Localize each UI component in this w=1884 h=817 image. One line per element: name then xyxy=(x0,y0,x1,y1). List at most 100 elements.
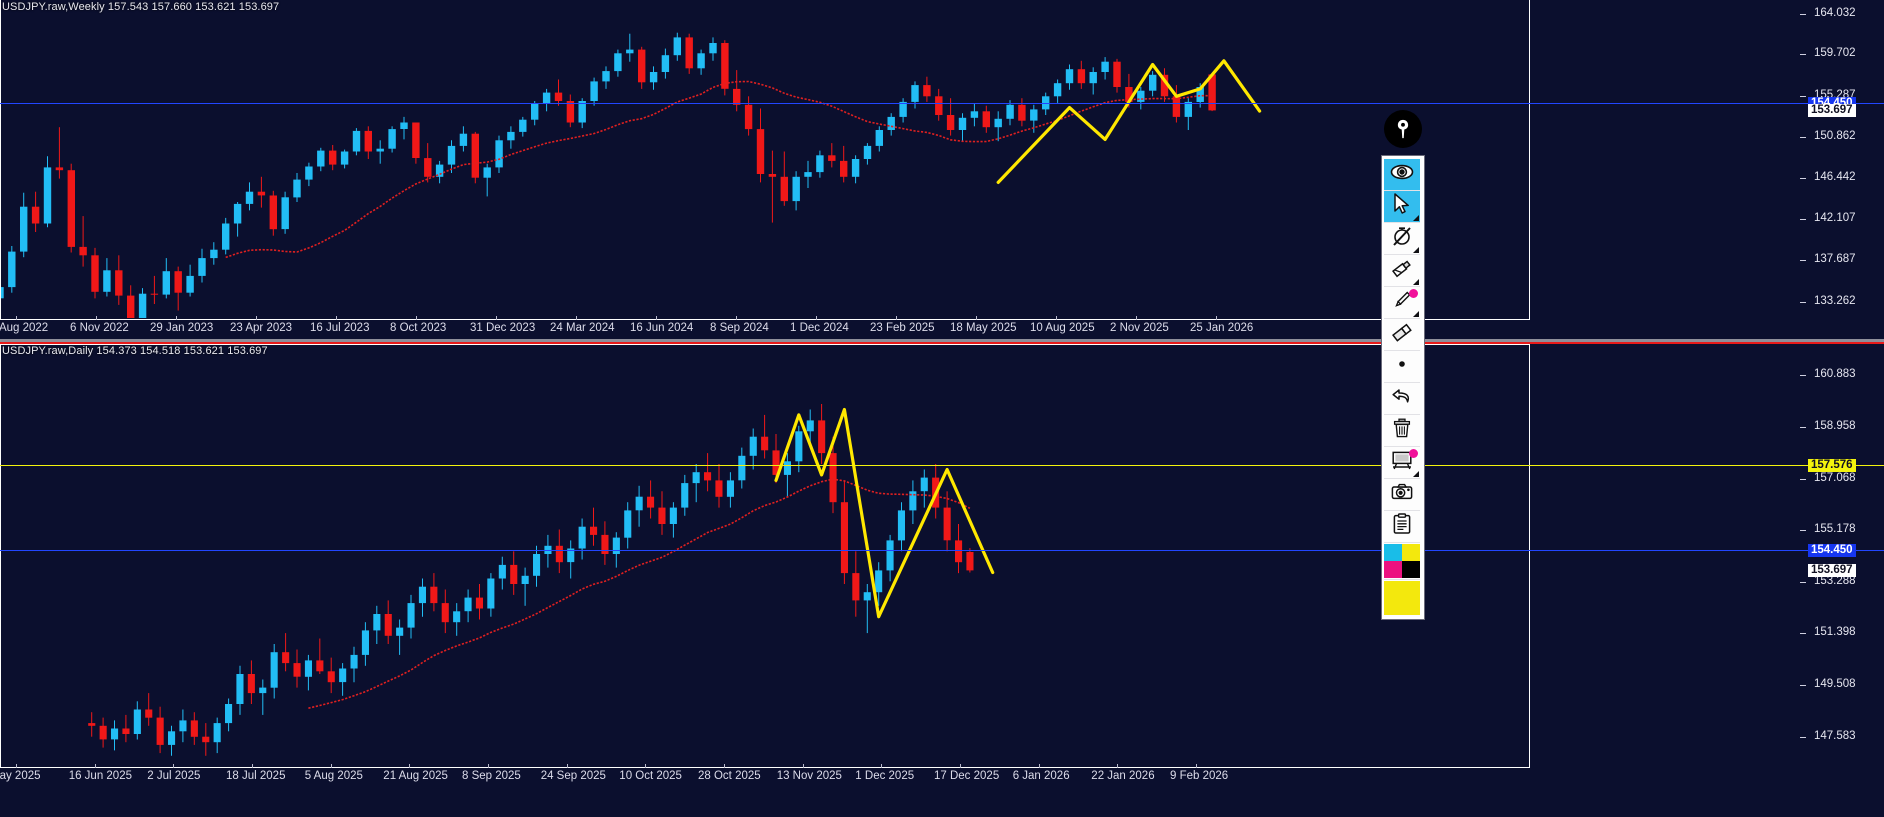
clipboard-tool[interactable] xyxy=(1384,511,1420,543)
tool-strip[interactable] xyxy=(1382,156,1424,619)
time-tick-label: 22 Jan 2026 xyxy=(1091,770,1155,782)
time-tick-label: 24 Mar 2024 xyxy=(550,322,615,334)
time-tick xyxy=(656,316,657,320)
time-tick-label: 29 Jan 2023 xyxy=(150,322,214,334)
time-tick-label: 25 Jan 2026 xyxy=(1190,322,1254,334)
active-indicator-dot xyxy=(1409,449,1418,458)
cursor-arrow-icon xyxy=(1390,192,1414,221)
palette-swatch-0[interactable] xyxy=(1384,544,1402,561)
dot-icon xyxy=(1390,352,1414,381)
marker-tool[interactable] xyxy=(1384,255,1420,287)
time-tick xyxy=(976,316,977,320)
ask-price-badge[interactable]: 154.450 xyxy=(1808,543,1856,557)
time-tick xyxy=(488,764,489,768)
pen-nib-icon xyxy=(1397,119,1409,139)
screenshot-tool[interactable] xyxy=(1384,479,1420,511)
time-tick-label: 24 Sep 2025 xyxy=(540,770,606,782)
bid-price-badge[interactable]: 153.697 xyxy=(1808,564,1856,578)
price-tick xyxy=(1800,374,1806,376)
price-tick xyxy=(1800,178,1806,180)
price-tick xyxy=(1800,13,1806,15)
time-tick xyxy=(736,316,737,320)
pencil-icon xyxy=(1390,288,1414,317)
daily-plot-area[interactable] xyxy=(0,344,1528,764)
price-tick xyxy=(1800,136,1806,138)
price-tick-label: 142.107 xyxy=(1814,211,1856,224)
daily-price-axis[interactable]: 160.883 158.958 157.068 155.178 153.288 151.3… xyxy=(1800,344,1884,817)
time-tick xyxy=(176,316,177,320)
clipboard-icon xyxy=(1390,512,1414,541)
time-tick-label: 5 Aug 2025 xyxy=(304,770,363,782)
eye-icon xyxy=(1390,160,1414,189)
select-cursor-tool[interactable] xyxy=(1384,191,1420,223)
undo-arrow-icon xyxy=(1390,384,1414,413)
price-tick-label: 149.508 xyxy=(1814,677,1856,690)
time-tick-label: May 2025 xyxy=(0,770,41,782)
time-tick-label: 21 Aug 2025 xyxy=(383,770,448,782)
eraser-tool[interactable] xyxy=(1384,319,1420,351)
weekly-price-axis[interactable]: 164.032 159.702 155.287 150.862 146.442 142.1… xyxy=(1800,0,1884,340)
price-tick xyxy=(1800,427,1806,428)
daily-chart-pane[interactable]: USDJPY.raw,Daily 154.373 154.518 153.621… xyxy=(0,344,1884,817)
marker-icon xyxy=(1390,256,1414,285)
time-tick-label: 31 Dec 2023 xyxy=(470,322,536,334)
time-tick xyxy=(1038,764,1040,768)
price-tick xyxy=(1800,684,1806,686)
daily-time-axis[interactable]: May 2025 16 Jun 2025 2 Jul 2025 18 Jul 2025… xyxy=(0,764,1528,790)
time-tick-label: 6 Nov 2022 xyxy=(70,322,129,334)
palette-swatch-1[interactable] xyxy=(1402,544,1420,561)
whiteboard-tool[interactable] xyxy=(1384,447,1420,479)
time-tick-label: 10 Oct 2025 xyxy=(619,770,682,782)
objective-price-badge[interactable]: 157.576 xyxy=(1808,458,1856,472)
submenu-corner-icon xyxy=(1413,471,1419,477)
time-tick-label: 8 Sep 2025 xyxy=(462,770,521,782)
time-tick-label: 16 Jun 2025 xyxy=(68,770,132,782)
time-tick xyxy=(409,764,411,768)
eraser-icon xyxy=(1390,320,1414,349)
color-palette-swatches[interactable] xyxy=(1384,543,1420,580)
time-tick xyxy=(1196,764,1197,768)
visibility-eye-tool[interactable] xyxy=(1384,159,1420,191)
palette-swatch-2[interactable] xyxy=(1384,561,1402,578)
time-tick-label: 2 Jul 2025 xyxy=(147,770,201,782)
time-tick xyxy=(1216,316,1217,320)
time-tick xyxy=(1056,316,1057,320)
undo-tool[interactable] xyxy=(1384,383,1420,415)
time-tick xyxy=(896,316,897,320)
time-tick-label: 23 Feb 2025 xyxy=(870,322,935,334)
price-tick xyxy=(1800,478,1806,480)
time-tick-label: 28 Oct 2025 xyxy=(698,770,761,782)
weekly-time-axis[interactable]: 9 Aug 2022 6 Nov 2022 29 Jan 2023 23 Apr 20… xyxy=(0,316,1528,340)
crosshair-off-tool[interactable] xyxy=(1384,223,1420,255)
dot-tool[interactable] xyxy=(1384,351,1420,383)
weekly-chart-pane[interactable]: USDJPY.raw,Weekly 157.543 157.660 153.62… xyxy=(0,0,1884,340)
time-tick-label: 8 Sep 2024 xyxy=(710,322,769,334)
time-tick xyxy=(576,316,577,320)
bid-price-badge[interactable]: 153.697 xyxy=(1808,104,1856,118)
pencil-tool[interactable] xyxy=(1384,287,1420,319)
price-tick-label: 158.958 xyxy=(1814,420,1856,432)
price-tick-label: 155.178 xyxy=(1814,523,1856,536)
price-tick xyxy=(1800,581,1806,583)
camera-icon xyxy=(1390,480,1414,509)
time-tick-label: 18 May 2025 xyxy=(950,322,1017,334)
price-tick xyxy=(1800,218,1806,220)
palette-swatch-3[interactable] xyxy=(1402,561,1420,578)
time-tick-label: 10 Aug 2025 xyxy=(1030,322,1095,334)
price-tick xyxy=(1800,260,1806,262)
time-tick xyxy=(416,316,417,320)
time-tick xyxy=(724,764,725,768)
weekly-plot-area[interactable] xyxy=(0,0,1528,318)
time-tick-label: 16 Jun 2024 xyxy=(630,322,694,334)
time-tick xyxy=(252,764,253,768)
active-color-swatch[interactable] xyxy=(1384,580,1420,616)
pen-nib-logo-button[interactable] xyxy=(1384,110,1422,148)
time-tick-label: 13 Nov 2025 xyxy=(776,770,842,782)
time-tick xyxy=(256,316,257,320)
delete-tool[interactable] xyxy=(1384,415,1420,447)
time-tick xyxy=(330,764,332,768)
price-tick-label: 137.687 xyxy=(1814,253,1856,266)
price-tick xyxy=(1800,530,1806,532)
time-tick-label: 9 Feb 2026 xyxy=(1170,770,1229,782)
trash-icon xyxy=(1390,416,1414,445)
